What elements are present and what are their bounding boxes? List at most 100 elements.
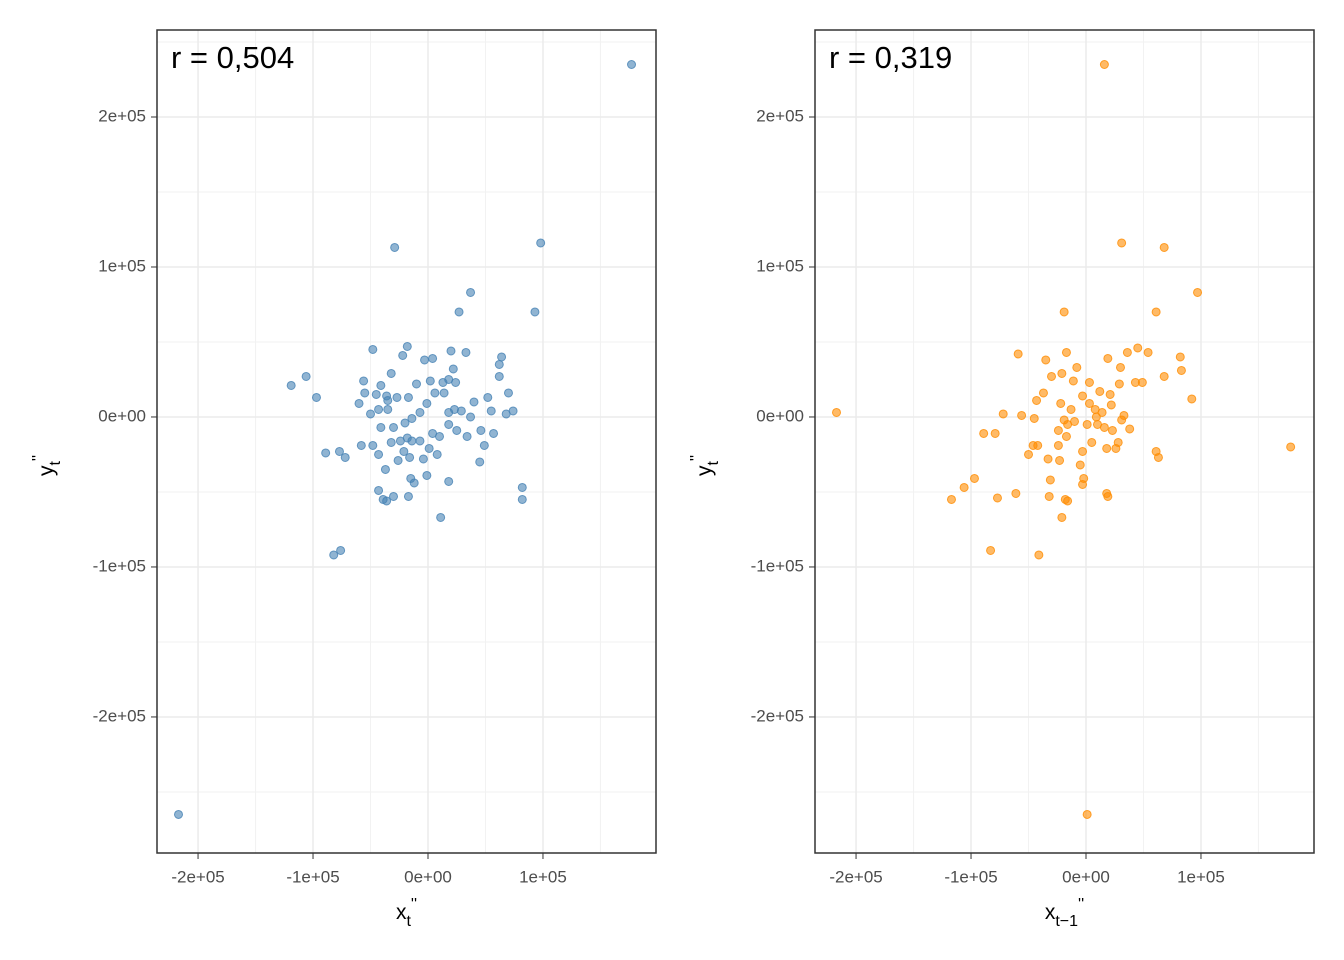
- point: [395, 436, 405, 446]
- point: [393, 455, 403, 465]
- y-tick-label: 1e+05: [98, 256, 146, 275]
- point: [1053, 440, 1063, 450]
- x-tick-label: -1e+05: [944, 867, 997, 886]
- point: [517, 494, 527, 504]
- point: [517, 482, 527, 492]
- point: [1078, 391, 1088, 401]
- point: [356, 440, 366, 450]
- point: [389, 491, 399, 501]
- point: [1084, 398, 1094, 408]
- point: [399, 446, 409, 456]
- y-axis-title-subscript: t: [47, 461, 64, 466]
- point: [494, 359, 504, 369]
- point: [371, 389, 381, 399]
- point: [380, 464, 390, 474]
- point: [1075, 460, 1085, 470]
- y-axis-title-text: y: [35, 465, 58, 476]
- point: [1102, 443, 1112, 453]
- point: [376, 422, 386, 432]
- point: [483, 392, 493, 402]
- y-tick-label: 0e+00: [756, 406, 804, 425]
- y-tick-label: 2e+05: [756, 106, 804, 125]
- point: [1151, 307, 1161, 317]
- point: [1153, 452, 1163, 462]
- point: [1041, 355, 1051, 365]
- y-tick-label: -1e+05: [751, 556, 804, 575]
- point: [368, 344, 378, 354]
- point: [448, 364, 458, 374]
- point: [1044, 491, 1054, 501]
- point: [389, 422, 399, 432]
- x-tick-label: 0e+00: [404, 867, 452, 886]
- x-tick-label: 1e+05: [519, 867, 567, 886]
- x-tick-label: 0e+00: [1062, 867, 1110, 886]
- point: [402, 341, 412, 351]
- point: [407, 413, 417, 423]
- point: [1175, 352, 1185, 362]
- point: [1024, 449, 1034, 459]
- point: [456, 406, 466, 416]
- x-tick-label: 1e+05: [1177, 867, 1225, 886]
- point: [422, 470, 432, 480]
- point: [446, 346, 456, 356]
- point: [1137, 377, 1147, 387]
- point: [462, 431, 472, 441]
- x-axis-title: xt'': [396, 896, 417, 930]
- point: [1187, 394, 1197, 404]
- point: [1115, 362, 1125, 372]
- point: [439, 388, 449, 398]
- point: [1159, 371, 1169, 381]
- point: [454, 307, 464, 317]
- point: [1043, 454, 1053, 464]
- point: [1028, 440, 1038, 450]
- point: [430, 388, 440, 398]
- point: [494, 371, 504, 381]
- point: [1066, 404, 1076, 414]
- point: [286, 380, 296, 390]
- point: [1055, 455, 1065, 465]
- point: [1111, 443, 1121, 453]
- point: [334, 446, 344, 456]
- point: [1045, 475, 1055, 485]
- y-axis-title: yt'': [688, 455, 722, 476]
- point: [1119, 410, 1129, 420]
- point: [1193, 287, 1203, 297]
- point: [1097, 407, 1107, 417]
- point: [354, 398, 364, 408]
- point: [1103, 491, 1113, 501]
- point: [1032, 395, 1042, 405]
- point: [329, 550, 339, 560]
- point: [832, 407, 842, 417]
- point: [1107, 425, 1117, 435]
- point: [174, 809, 184, 819]
- point: [1057, 368, 1067, 378]
- point: [1029, 413, 1039, 423]
- point: [403, 392, 413, 402]
- point: [1063, 496, 1073, 506]
- point: [424, 443, 434, 453]
- x-axis-title-text: x: [1045, 901, 1056, 924]
- point: [390, 242, 400, 252]
- y-tick-label: 0e+00: [98, 406, 146, 425]
- y-tick-label: -1e+05: [93, 556, 146, 575]
- x-axis-title: xt−1'': [1045, 896, 1084, 930]
- point: [486, 406, 496, 416]
- x-tick-label: -2e+05: [829, 867, 882, 886]
- point: [452, 425, 462, 435]
- point: [990, 428, 1000, 438]
- y-tick-label: -2e+05: [93, 706, 146, 725]
- point: [403, 491, 413, 501]
- point: [311, 392, 321, 402]
- point: [392, 392, 402, 402]
- point: [444, 407, 454, 417]
- point: [420, 355, 430, 365]
- point: [451, 377, 461, 387]
- point: [1082, 419, 1092, 429]
- point: [969, 473, 979, 483]
- point: [368, 440, 378, 450]
- x-axis-title-subscript: t: [406, 913, 411, 930]
- y-axis-title-subscript: t: [705, 461, 722, 466]
- point: [376, 380, 386, 390]
- y-axis-title-suffix: '': [688, 455, 705, 461]
